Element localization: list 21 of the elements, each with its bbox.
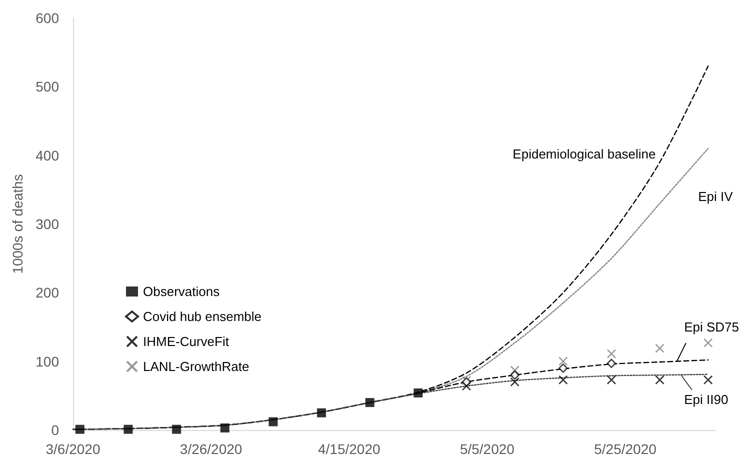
y-tick-label: 600 (36, 10, 60, 26)
series-label: Epi II90 (684, 392, 728, 407)
y-tick-label: 100 (36, 353, 60, 370)
series-label: Epi IV (698, 188, 734, 204)
x-tick-label: 5/25/2020 (594, 441, 657, 457)
legend-label: Covid hub ensemble (143, 309, 262, 324)
x-tick-label: 3/26/2020 (180, 441, 242, 457)
x-tick-label: 3/6/2020 (46, 441, 100, 457)
legend-label: LANL-GrowthRate (143, 359, 250, 374)
legend-label: Observations (143, 284, 220, 299)
series-label: Epidemiological baseline (512, 146, 656, 162)
text: Epi SD75 (684, 319, 740, 334)
y-tick-label: 400 (36, 147, 60, 164)
x-tick-label: 5/5/2020 (460, 441, 515, 457)
y-axis-title: 1000s of deaths (10, 174, 26, 274)
y-tick-label: 500 (36, 78, 60, 95)
y-tick-label: 300 (36, 216, 60, 232)
legend-label: IHME-CurveFit (143, 334, 230, 349)
x-tick-label: 4/15/2020 (318, 441, 380, 457)
y-tick-label: 0 (51, 422, 60, 438)
y-tick-label: 200 (36, 284, 60, 301)
